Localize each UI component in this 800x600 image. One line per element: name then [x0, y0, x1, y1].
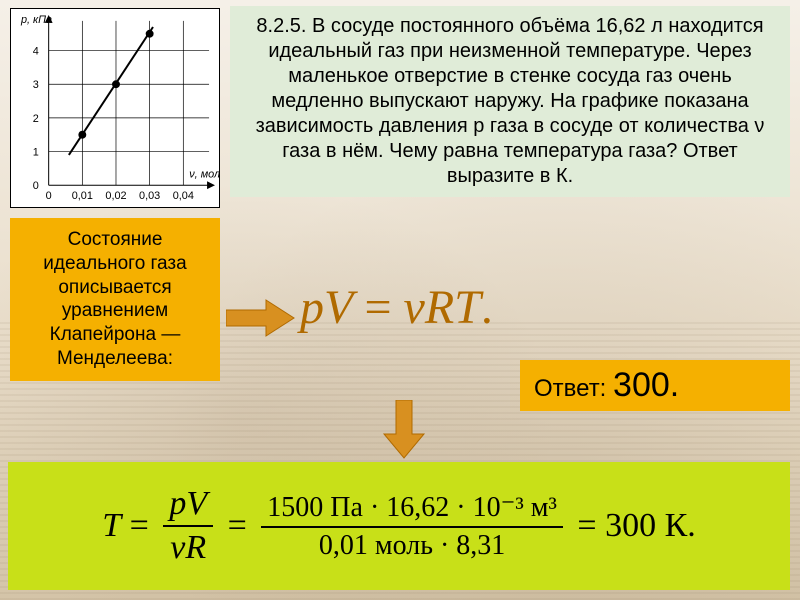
calc-frac1-num: pV [163, 483, 213, 525]
arrow-right-icon [226, 298, 296, 338]
x-tick-0: 0 [46, 190, 52, 202]
problem-text: 8.2.5. В сосуде постоянного объёма 16,62… [256, 15, 765, 187]
y-axis-label: p, кПа [20, 14, 52, 26]
x-tick-4: 0,04 [173, 190, 194, 202]
calc-frac2-num: 1500 Па · 16,62 · 10⁻³ м³ [261, 488, 563, 526]
y-tick-0: 0 [33, 180, 39, 192]
chart-svg: 0 1 2 3 4 0 0,01 0,02 0,03 0,04 p, кПа ν… [11, 9, 219, 207]
calc-lhs: T [102, 507, 121, 545]
y-tick-3: 3 [33, 79, 39, 91]
formula-lhs: pV [300, 281, 352, 334]
calc-result: 300 К. [605, 507, 696, 545]
y-tick-1: 1 [33, 147, 39, 159]
problem-text-box: 8.2.5. В сосуде постоянного объёма 16,62… [230, 6, 790, 197]
x-tick-2: 0,02 [105, 190, 126, 202]
answer-value: 300. [613, 366, 679, 404]
answer-box: Ответ: 300. [520, 360, 790, 411]
ideal-gas-formula: pV = νRT. [300, 280, 493, 335]
pressure-chart: 0 1 2 3 4 0 0,01 0,02 0,03 0,04 p, кПа ν… [10, 8, 220, 208]
calc-fraction-2: 1500 Па · 16,62 · 10⁻³ м³ 0,01 моль · 8,… [261, 488, 563, 564]
y-tick-4: 4 [33, 46, 39, 58]
calc-fraction-1: pV νR [163, 483, 213, 569]
calculation-box: T = pV νR = 1500 Па · 16,62 · 10⁻³ м³ 0,… [8, 462, 790, 590]
calc-frac2-den: 0,01 моль · 8,31 [313, 528, 511, 564]
calc-frac1-den: νR [164, 527, 212, 569]
formula-rhs: νRT [404, 281, 481, 334]
x-axis-label: ν, моль [189, 168, 219, 180]
statement-text: Состояние идеального газа описывается ур… [43, 229, 186, 369]
y-tick-2: 2 [33, 113, 39, 125]
answer-label: Ответ: [534, 375, 613, 402]
x-tick-3: 0,03 [139, 190, 160, 202]
statement-box: Состояние идеального газа описывается ур… [10, 218, 220, 381]
arrow-down-icon [382, 400, 426, 460]
x-tick-1: 0,01 [72, 190, 93, 202]
